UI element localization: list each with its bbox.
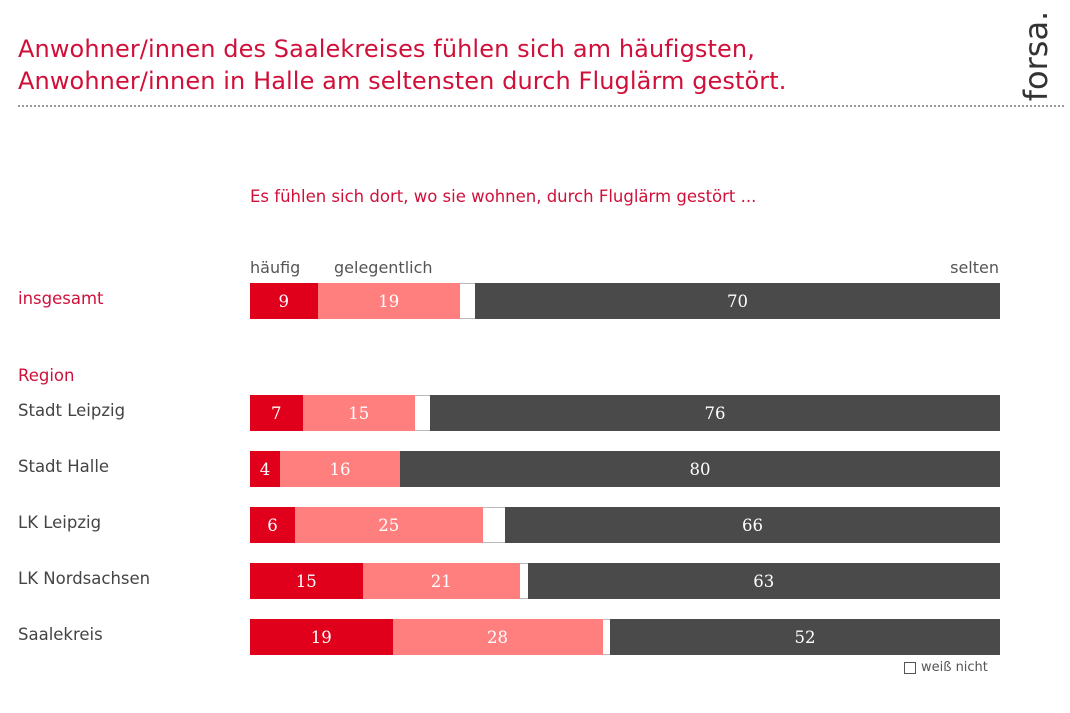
bar-segment-haeufig: 6 bbox=[250, 507, 295, 543]
stacked-bar: 19 28 52 bbox=[250, 619, 1000, 655]
stacked-bar: 15 21 63 bbox=[250, 563, 1000, 599]
bar-segment-weiss-nicht bbox=[602, 619, 610, 655]
row-label: Stadt Halle bbox=[18, 457, 110, 476]
bar-segment-gelegentlich: 21 bbox=[362, 563, 520, 599]
data-label: 4 bbox=[259, 459, 271, 479]
bar-segment-selten: 76 bbox=[430, 395, 1000, 431]
logo-text: forsa. bbox=[1017, 10, 1055, 102]
data-label: 19 bbox=[310, 627, 332, 647]
bar-segment-weiss-nicht bbox=[520, 563, 528, 599]
title-line-2: Anwohner/innen in Halle am seltensten du… bbox=[18, 67, 787, 95]
bar-segment-gelegentlich: 15 bbox=[302, 395, 415, 431]
legend-swatch-weiss-nicht bbox=[904, 661, 916, 674]
bar-segment-haeufig: 19 bbox=[250, 619, 393, 655]
bar-segment-haeufig: 15 bbox=[250, 563, 363, 599]
stacked-bar: 7 15 76 bbox=[250, 395, 1000, 431]
forsa-logo: forsa. bbox=[1008, 10, 1064, 102]
data-label: 21 bbox=[430, 571, 452, 591]
bar-segment-gelegentlich: 28 bbox=[392, 619, 603, 655]
stacked-bar: 9 19 70 bbox=[250, 283, 1000, 319]
bar-segment-haeufig: 4 bbox=[250, 451, 280, 487]
category-label-selten: selten bbox=[950, 258, 999, 277]
data-label: 66 bbox=[742, 515, 763, 535]
legend: weiß nicht bbox=[904, 660, 988, 675]
category-label-gelegentlich: gelegentlich bbox=[334, 258, 433, 277]
bar-segment-haeufig: 9 bbox=[250, 283, 318, 319]
row-label: LK Nordsachsen bbox=[18, 569, 151, 588]
bar-segment-weiss-nicht bbox=[482, 507, 505, 543]
data-label: 19 bbox=[378, 291, 400, 311]
bar-segment-selten: 70 bbox=[475, 283, 1000, 319]
data-label: 7 bbox=[271, 403, 282, 423]
bar-segment-gelegentlich: 19 bbox=[317, 283, 460, 319]
row-label: Stadt Leipzig bbox=[18, 401, 126, 420]
chart-title: Anwohner/innen des Saalekreises fühlen s… bbox=[18, 33, 787, 97]
data-label: 52 bbox=[794, 627, 816, 647]
data-label: 9 bbox=[278, 291, 290, 311]
data-label: 16 bbox=[329, 459, 351, 479]
category-label-haeufig: häufig bbox=[250, 258, 301, 277]
data-label: 76 bbox=[704, 403, 726, 423]
data-label: 6 bbox=[267, 515, 278, 535]
stacked-bar: 4 16 80 bbox=[250, 451, 1000, 487]
data-label: 80 bbox=[689, 459, 711, 479]
stacked-bar: 6 25 66 bbox=[250, 507, 1000, 543]
bar-segment-selten: 80 bbox=[400, 451, 1000, 487]
data-label: 25 bbox=[378, 515, 400, 535]
row-label: insgesamt bbox=[18, 289, 104, 308]
bar-segment-haeufig: 7 bbox=[250, 395, 303, 431]
bar-segment-selten: 66 bbox=[505, 507, 1000, 543]
title-line-1: Anwohner/innen des Saalekreises fühlen s… bbox=[18, 35, 755, 63]
legend-label-weiss-nicht: weiß nicht bbox=[921, 660, 988, 675]
bar-segment-weiss-nicht bbox=[415, 395, 430, 431]
data-label: 70 bbox=[727, 291, 748, 311]
row-label: LK Leipzig bbox=[18, 513, 102, 532]
data-label: 28 bbox=[487, 627, 508, 647]
data-label: 15 bbox=[295, 571, 317, 591]
bar-segment-selten: 52 bbox=[610, 619, 1000, 655]
bar-segment-gelegentlich: 25 bbox=[295, 507, 483, 543]
row-label: Saalekreis bbox=[18, 625, 103, 644]
data-label: 15 bbox=[348, 403, 370, 423]
bar-segment-selten: 63 bbox=[527, 563, 1000, 599]
data-label: 63 bbox=[753, 571, 775, 591]
bar-segment-weiss-nicht bbox=[460, 283, 475, 319]
group-label-region: Region bbox=[18, 366, 75, 385]
dotted-separator bbox=[18, 105, 1064, 107]
bar-segment-gelegentlich: 16 bbox=[280, 451, 400, 487]
chart-subtitle: Es fühlen sich dort, wo sie wohnen, durc… bbox=[250, 187, 757, 206]
